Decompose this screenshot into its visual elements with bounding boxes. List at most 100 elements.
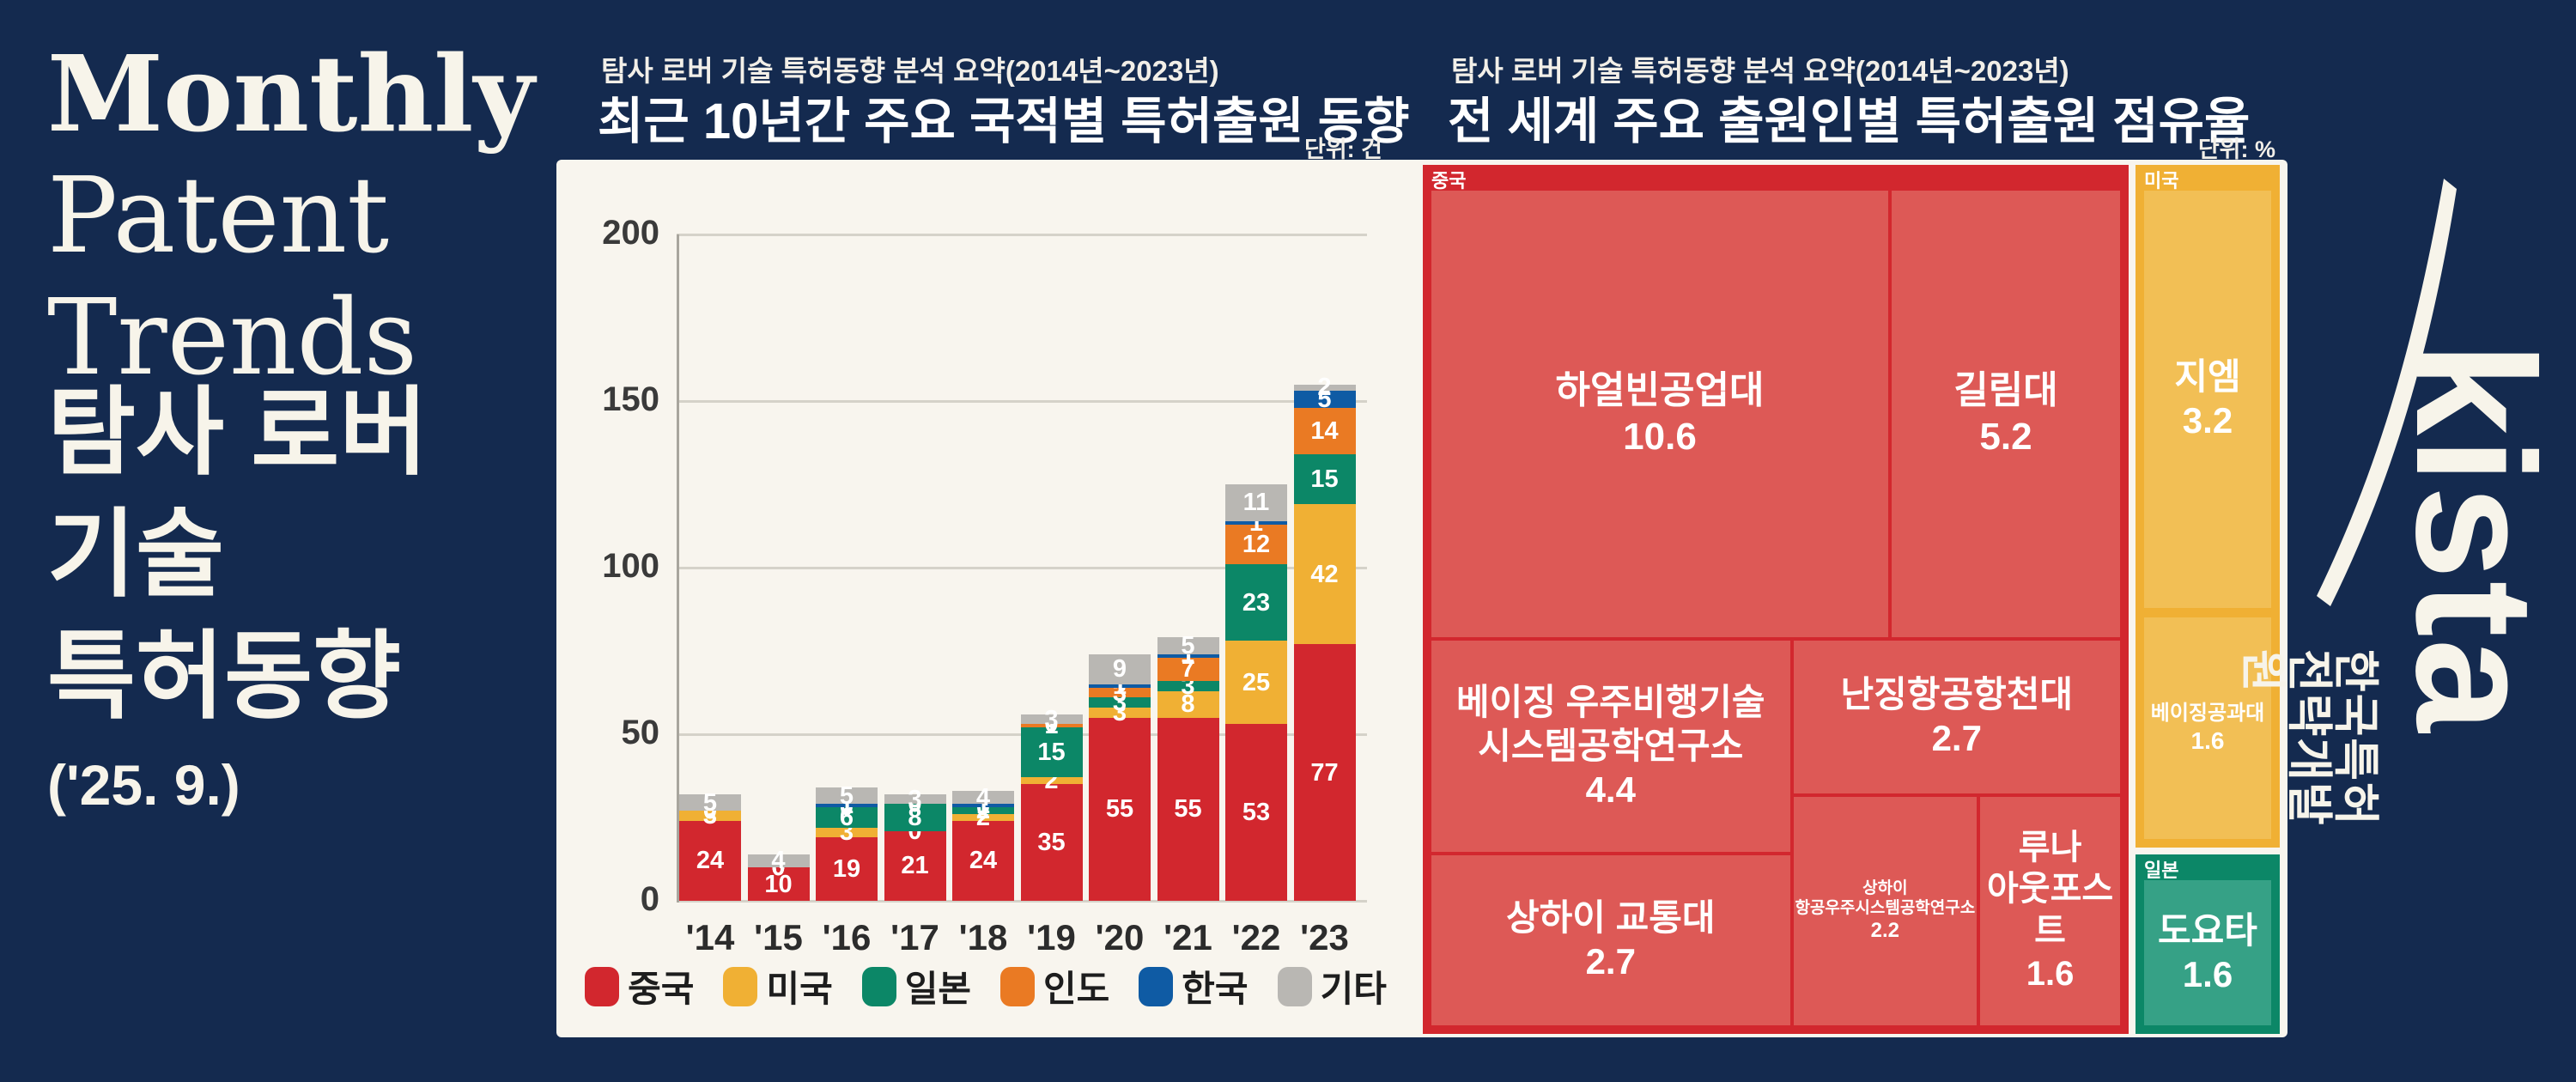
bar-segment <box>679 820 741 901</box>
legend-swatch <box>1277 966 1312 1006</box>
bar-value-label: 12 <box>1242 530 1271 558</box>
bar-value-label: 4 <box>771 847 786 875</box>
bar-segment <box>1293 407 1356 455</box>
bar-segment <box>747 854 810 868</box>
legend-swatch <box>1000 966 1035 1006</box>
bar-segment <box>1225 520 1287 525</box>
bar-segment <box>884 793 946 805</box>
bar-segment <box>1157 680 1219 691</box>
bar-value-label: 35 <box>1037 829 1066 857</box>
treemap-group-label: 일본 <box>2144 860 2179 881</box>
treemap-tile-value: 1.6 <box>2026 955 2075 993</box>
bar-segment <box>679 811 741 821</box>
treemap-group-label: 중국 <box>1431 170 1467 191</box>
bar-segment <box>679 793 741 812</box>
bar-segment <box>1020 727 1083 778</box>
bar-value-label: 24 <box>696 847 725 875</box>
bar-segment <box>1293 454 1356 505</box>
treemap-tile: 상하이 교통대 2.7 <box>1431 854 1790 1025</box>
masthead-date: ('25. 9.) <box>47 753 240 817</box>
bar-segment <box>952 804 1014 808</box>
treemap-tile-value: 1.6 <box>2190 727 2225 755</box>
treemap-tile-name: 상하이 교통대 <box>1506 897 1716 939</box>
bar-value-label: 14 <box>1310 416 1339 445</box>
legend-item: 기타 <box>1277 960 1387 1012</box>
bar-value-label: 3 <box>1044 705 1059 733</box>
bar-value-label: 8 <box>1181 690 1195 719</box>
bar-segment <box>1157 637 1219 654</box>
legend-item: 한국 <box>1139 960 1249 1012</box>
x-axis-tick-label: '18 <box>958 917 1008 957</box>
bar-segment <box>1089 653 1151 684</box>
x-axis-tick-label: '20 <box>1095 917 1145 957</box>
y-axis-line <box>677 234 679 903</box>
treemap-tile-name: 지엠 <box>2174 356 2241 397</box>
y-axis-tick-label: 50 <box>621 714 660 751</box>
bar-value-label: 10 <box>764 870 793 898</box>
treemap-tile-value: 10.6 <box>1623 416 1697 459</box>
legend-label: 미국 <box>766 969 833 1009</box>
bar-segment <box>1225 484 1287 521</box>
masthead-title-patent: Patent <box>47 155 390 277</box>
gridline <box>677 567 1367 569</box>
bar-segment <box>1089 697 1151 708</box>
y-axis-tick-label: 0 <box>640 880 659 918</box>
x-axis-tick-label: '14 <box>685 917 735 957</box>
treemap-tile: 난징항공항천대 2.7 <box>1793 641 2120 793</box>
treemap-group-label: 미국 <box>2144 170 2179 191</box>
treemap-tile: 상하이 항공우주시스템공학연구소 2.2 <box>1793 796 1978 1025</box>
bar-segment <box>816 827 878 838</box>
bar-value-label: 55 <box>1105 795 1134 824</box>
bar-segment <box>1293 384 1356 392</box>
y-axis-tick-label: 200 <box>602 214 659 252</box>
treemap-tile-value: 2.7 <box>1931 718 1982 759</box>
bar-value-label: 11 <box>1242 489 1270 517</box>
treemap-title: 전 세계 주요 출원인별 특허출원 점유율 <box>1448 94 2251 149</box>
bar-segment <box>1225 564 1287 641</box>
y-axis-tick-label: 100 <box>602 547 659 585</box>
bar-segment <box>1089 684 1151 688</box>
bar-segment <box>1157 717 1219 901</box>
treemap-tile-name: 상하이 항공우주시스템공학연구소 <box>1795 878 1976 917</box>
bar-value-label: 55 <box>1174 795 1202 824</box>
gridline <box>677 900 1367 903</box>
bar-value-label: 5 <box>839 781 854 810</box>
bar-segment <box>1089 687 1151 698</box>
bar-segment <box>1020 724 1083 728</box>
legend-swatch <box>585 966 620 1006</box>
kista-org-name: 한국특허전략개발원 <box>2237 649 2381 827</box>
treemap-tile: 베이징 우주비행기술 시스템공학연구소 4.4 <box>1431 641 1790 852</box>
y-axis-tick-label: 150 <box>602 380 659 418</box>
bar-value-label: 77 <box>1310 758 1339 787</box>
treemap-group: 미국 지엠 3.2 베이징공과대 1.6 <box>2136 165 2280 848</box>
bar-segment <box>816 837 878 901</box>
masthead-subtitle-line3: 특허동향 <box>47 623 402 730</box>
bar-segment <box>816 804 878 808</box>
x-axis-tick-label: '23 <box>1300 917 1349 957</box>
x-axis-tick-label: '22 <box>1231 917 1281 957</box>
legend-label: 기타 <box>1320 969 1387 1009</box>
bar-segment <box>1020 777 1083 785</box>
bar-segment <box>952 790 1014 805</box>
masthead-title-trends: Trends <box>47 277 418 398</box>
masthead-title-monthly: Monthly <box>47 32 535 155</box>
bar-segment <box>952 820 1014 901</box>
bar-value-label: 9 <box>1112 655 1127 684</box>
x-axis-tick-label: '19 <box>1027 917 1076 957</box>
treemap-tile-name: 베이징 우주비행기술 시스템공학연구소 <box>1456 681 1765 766</box>
bar-segment <box>1157 657 1219 681</box>
bar-value-label: 23 <box>1242 588 1271 617</box>
treemap-tile-value: 1.6 <box>2182 953 2233 994</box>
bar-value-label: 6 <box>839 804 854 831</box>
masthead-subtitle-line2: 기술 <box>47 501 225 608</box>
masthead-subtitle-line1: 탐사 로버 <box>47 379 428 486</box>
bar-segment <box>1089 717 1151 901</box>
legend-label: 한국 <box>1182 969 1249 1009</box>
x-axis-tick-label: '17 <box>890 917 939 957</box>
bar-segment <box>1089 707 1151 718</box>
bar-segment <box>1157 690 1219 718</box>
bar-chart-eyebrow: 탐사 로버 기술 특허동향 분석 요약(2014년~2023년) <box>601 55 1219 87</box>
bar-value-label: 53 <box>1242 799 1271 827</box>
x-axis-tick-label: '15 <box>754 917 803 957</box>
